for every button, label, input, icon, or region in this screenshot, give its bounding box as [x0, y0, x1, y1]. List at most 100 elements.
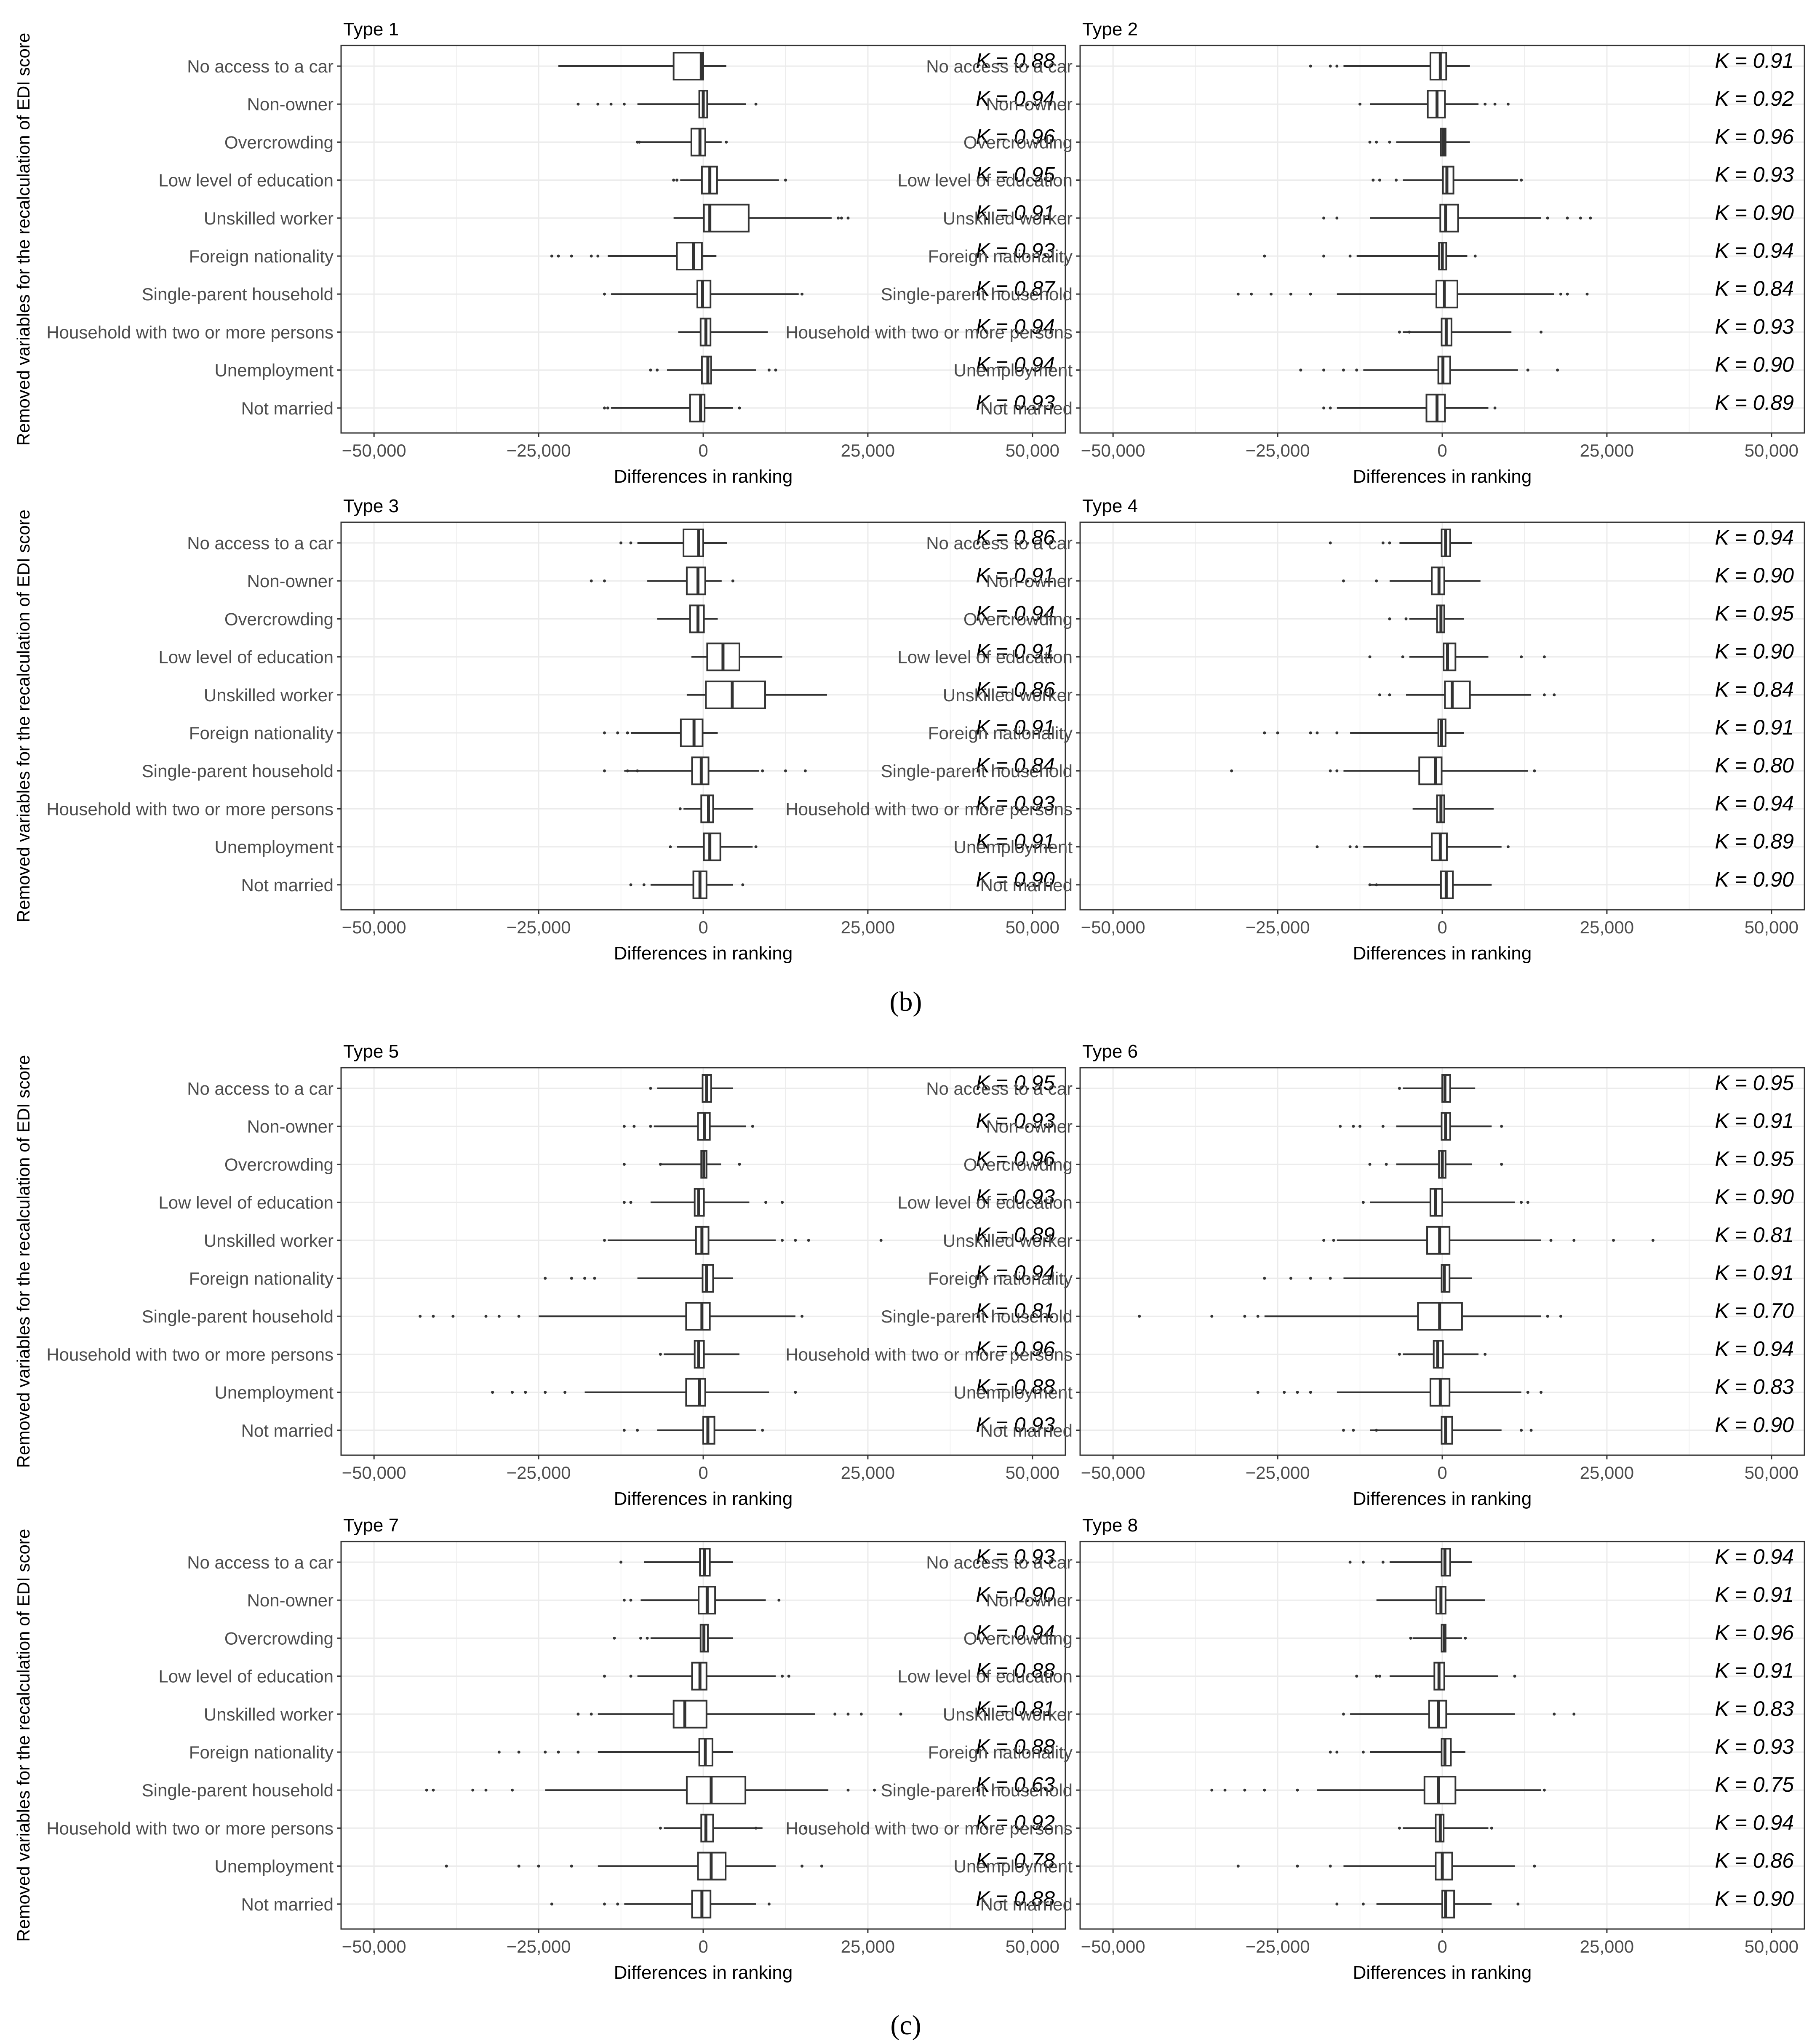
- category-tick-label: Single-parent household: [142, 1780, 334, 1800]
- outlier-point: [751, 1125, 754, 1128]
- outlier-point: [1520, 655, 1523, 659]
- kappa-label: K = 0.96: [1715, 125, 1794, 148]
- outlier-point: [649, 1087, 652, 1090]
- outlier-point: [1335, 64, 1339, 68]
- category-tick-label: Overcrowding: [224, 132, 334, 152]
- outlier-point: [1256, 1391, 1260, 1394]
- x-tick-label: 0: [1437, 441, 1447, 460]
- kappa-label: K = 0.91: [976, 640, 1055, 663]
- outlier-point: [1395, 179, 1398, 182]
- category-tick-label: Household with two or more persons: [785, 1818, 1073, 1838]
- kappa-label: K = 0.70: [1715, 1299, 1794, 1323]
- kappa-label: K = 0.88: [976, 49, 1055, 72]
- x-axis-title: Differences in ranking: [614, 943, 793, 964]
- outlier-point: [764, 1201, 768, 1204]
- outlier-point: [1309, 292, 1312, 296]
- outlier-point: [833, 1713, 837, 1716]
- category-tick-label: Not married: [980, 1421, 1073, 1440]
- x-tick-label: 0: [698, 1463, 708, 1483]
- outlier-point: [1309, 64, 1312, 68]
- outlier-point: [1533, 1865, 1536, 1868]
- outlier-point: [445, 1865, 448, 1868]
- x-tick-label: −25,000: [507, 1463, 571, 1483]
- category-tick-label: Unemployment: [215, 1383, 334, 1403]
- outlier-point: [1355, 369, 1358, 372]
- outlier-point: [781, 1239, 784, 1242]
- x-tick-label: −50,000: [342, 441, 406, 460]
- outlier-point: [1230, 769, 1233, 772]
- outlier-point: [603, 579, 606, 582]
- kappa-label: K = 0.83: [1715, 1375, 1794, 1399]
- outlier-point: [1223, 1788, 1227, 1792]
- x-tick-label: 25,000: [841, 1463, 895, 1483]
- category-tick-label: Not married: [980, 1894, 1073, 1914]
- outlier-point: [1322, 216, 1326, 220]
- y-axis-title: Removed variables for the recalculation …: [13, 1055, 33, 1468]
- outlier-point: [603, 406, 606, 410]
- figure-label-b: (b): [890, 986, 922, 1017]
- x-axis-title: Differences in ranking: [1353, 1962, 1532, 1983]
- outlier-point: [603, 731, 606, 735]
- kappa-label: K = 0.86: [1715, 1849, 1794, 1873]
- box: [1435, 1852, 1453, 1881]
- x-tick-label: −25,000: [1246, 1463, 1310, 1483]
- outlier-point: [1342, 1713, 1345, 1716]
- outlier-point: [1309, 1391, 1312, 1394]
- outlier-point: [781, 1201, 784, 1204]
- outlier-point: [557, 254, 560, 258]
- box: [1443, 642, 1457, 671]
- outlier-point: [593, 1277, 596, 1280]
- outlier-point: [1335, 216, 1339, 220]
- outlier-point: [636, 1429, 639, 1432]
- category-tick-label: Low level of education: [158, 647, 334, 667]
- kappa-label: K = 0.89: [1715, 830, 1794, 853]
- outlier-point: [537, 1865, 540, 1868]
- outlier-point: [451, 1315, 455, 1318]
- kappa-label: K = 0.91: [976, 830, 1055, 853]
- outlier-point: [1533, 769, 1536, 772]
- outlier-point: [544, 1391, 547, 1394]
- category-tick-label: Not married: [980, 875, 1073, 895]
- category-tick-label: Low level of education: [158, 1667, 334, 1686]
- kappa-label: K = 0.96: [1715, 1621, 1794, 1644]
- panel-title: Type 6: [1082, 1041, 1138, 1062]
- outlier-point: [1381, 1560, 1385, 1564]
- outlier-point: [1388, 541, 1391, 545]
- outlier-point: [1549, 1239, 1553, 1242]
- category-tick-label: Low level of education: [158, 171, 334, 190]
- x-tick-label: 50,000: [1745, 441, 1799, 460]
- box: [703, 832, 721, 861]
- category-tick-label: Unskilled worker: [204, 685, 334, 705]
- category-tick-label: Overcrowding: [963, 1628, 1073, 1648]
- outlier-point: [563, 1391, 567, 1394]
- kappa-label: K = 0.91: [976, 564, 1055, 587]
- outlier-point: [1553, 693, 1556, 697]
- outlier-point: [590, 254, 593, 258]
- outlier-point: [1388, 617, 1391, 620]
- x-tick-label: 25,000: [841, 1937, 895, 1956]
- kappa-label: K = 0.91: [1715, 1109, 1794, 1133]
- category-tick-label: Low level of education: [897, 1193, 1073, 1213]
- category-tick-label: Foreign nationality: [928, 723, 1073, 743]
- outlier-point: [1566, 216, 1569, 220]
- outlier-point: [1335, 1750, 1339, 1754]
- outlier-point: [1316, 731, 1319, 735]
- panel-7: Type 7 K = 0.93 No access to a car K = 0.90…: [46, 1515, 1066, 1983]
- x-axis-title: Differences in ranking: [614, 466, 793, 487]
- category-tick-label: Household with two or more persons: [785, 322, 1073, 342]
- kappa-label: K = 0.83: [1715, 1697, 1794, 1721]
- category-tick-label: Non-owner: [247, 1117, 334, 1136]
- outlier-point: [1296, 1788, 1299, 1792]
- kappa-label: K = 0.84: [976, 753, 1055, 777]
- outlier-point: [1236, 292, 1240, 296]
- outlier-point: [781, 1675, 784, 1678]
- outlier-point: [1572, 1713, 1576, 1716]
- outlier-point: [517, 1865, 520, 1868]
- outlier-point: [801, 1315, 804, 1318]
- kappa-label: K = 0.93: [976, 1413, 1055, 1437]
- category-tick-label: Unemployment: [215, 361, 334, 380]
- outlier-point: [1283, 1391, 1286, 1394]
- category-tick-label: Overcrowding: [963, 1154, 1073, 1174]
- outlier-point: [1368, 140, 1372, 144]
